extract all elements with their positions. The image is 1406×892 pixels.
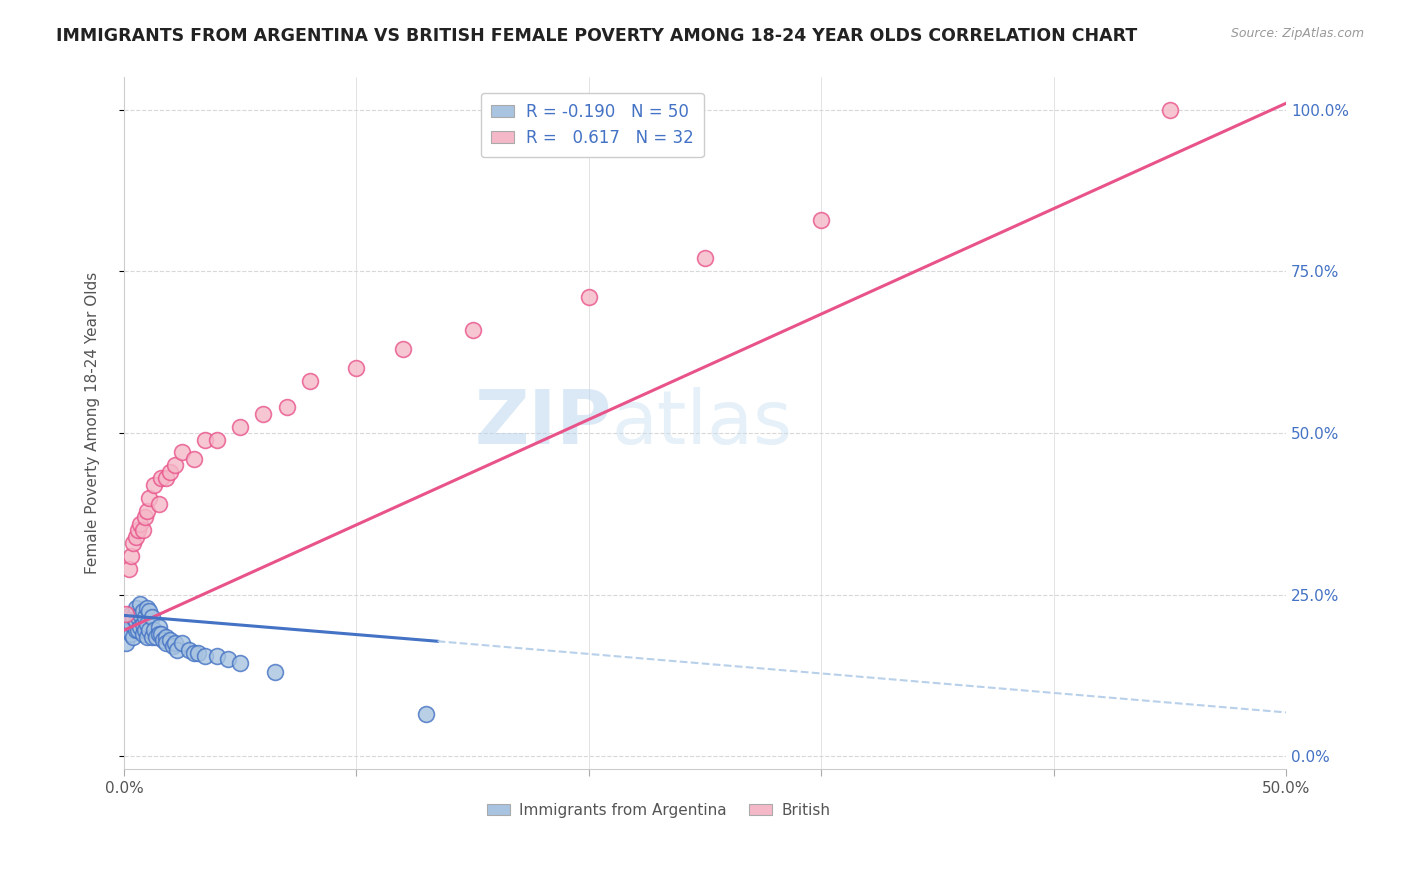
Point	[143, 477, 166, 491]
Point	[136, 600, 159, 615]
Point	[120, 549, 142, 563]
Point	[129, 620, 152, 634]
Point	[298, 375, 321, 389]
Point	[148, 620, 170, 634]
Point	[122, 630, 145, 644]
Point	[124, 614, 146, 628]
Point	[391, 342, 413, 356]
Point	[136, 616, 159, 631]
Point	[124, 529, 146, 543]
Point	[264, 665, 287, 680]
Point	[170, 636, 193, 650]
Point	[127, 624, 149, 638]
Point	[131, 626, 153, 640]
Point	[194, 433, 217, 447]
Point	[162, 640, 184, 654]
Point	[252, 407, 274, 421]
Point	[205, 433, 228, 447]
Text: Source: ZipAtlas.com: Source: ZipAtlas.com	[1230, 27, 1364, 40]
Point	[163, 636, 186, 650]
Point	[276, 401, 298, 415]
Point	[127, 610, 149, 624]
Point	[131, 523, 153, 537]
Point	[155, 471, 177, 485]
Point	[578, 290, 600, 304]
Legend: Immigrants from Argentina, British: Immigrants from Argentina, British	[481, 797, 837, 824]
Point	[205, 649, 228, 664]
Point	[159, 465, 181, 479]
Point	[229, 419, 252, 434]
Point	[124, 600, 146, 615]
Point	[218, 652, 240, 666]
Point	[810, 212, 832, 227]
Text: ZIP: ZIP	[475, 387, 612, 460]
Point	[117, 562, 139, 576]
Point	[155, 636, 177, 650]
Point	[170, 445, 193, 459]
Point	[120, 616, 142, 631]
Point	[159, 632, 181, 647]
Point	[138, 604, 160, 618]
Point	[1159, 103, 1181, 117]
Point	[122, 536, 145, 550]
Point	[129, 598, 152, 612]
Point	[183, 646, 205, 660]
Point	[148, 626, 170, 640]
Point	[194, 649, 217, 664]
Point	[134, 610, 156, 624]
Point	[177, 642, 200, 657]
Point	[117, 624, 139, 638]
Point	[134, 624, 156, 638]
Point	[131, 604, 153, 618]
Point	[124, 624, 146, 638]
Point	[136, 503, 159, 517]
Point	[115, 636, 138, 650]
Point	[183, 452, 205, 467]
Point	[122, 610, 145, 624]
Point	[148, 497, 170, 511]
Point	[117, 610, 139, 624]
Point	[693, 252, 716, 266]
Text: IMMIGRANTS FROM ARGENTINA VS BRITISH FEMALE POVERTY AMONG 18-24 YEAR OLDS CORREL: IMMIGRANTS FROM ARGENTINA VS BRITISH FEM…	[56, 27, 1137, 45]
Point	[138, 491, 160, 505]
Point	[127, 523, 149, 537]
Text: atlas: atlas	[612, 387, 793, 460]
Point	[163, 458, 186, 473]
Point	[150, 471, 173, 485]
Point	[415, 707, 437, 722]
Point	[155, 630, 177, 644]
Point	[166, 642, 188, 657]
Point	[120, 626, 142, 640]
Y-axis label: Female Poverty Among 18-24 Year Olds: Female Poverty Among 18-24 Year Olds	[86, 272, 100, 574]
Point	[145, 630, 167, 644]
Point	[152, 632, 174, 647]
Point	[461, 323, 484, 337]
Point	[129, 516, 152, 531]
Point	[134, 510, 156, 524]
Point	[141, 630, 163, 644]
Point	[229, 656, 252, 670]
Point	[129, 607, 152, 621]
Point	[115, 607, 138, 621]
Point	[150, 626, 173, 640]
Point	[120, 607, 142, 621]
Point	[138, 624, 160, 638]
Point	[141, 610, 163, 624]
Point	[131, 616, 153, 631]
Point	[344, 361, 367, 376]
Point	[143, 624, 166, 638]
Point	[136, 630, 159, 644]
Point	[187, 646, 209, 660]
